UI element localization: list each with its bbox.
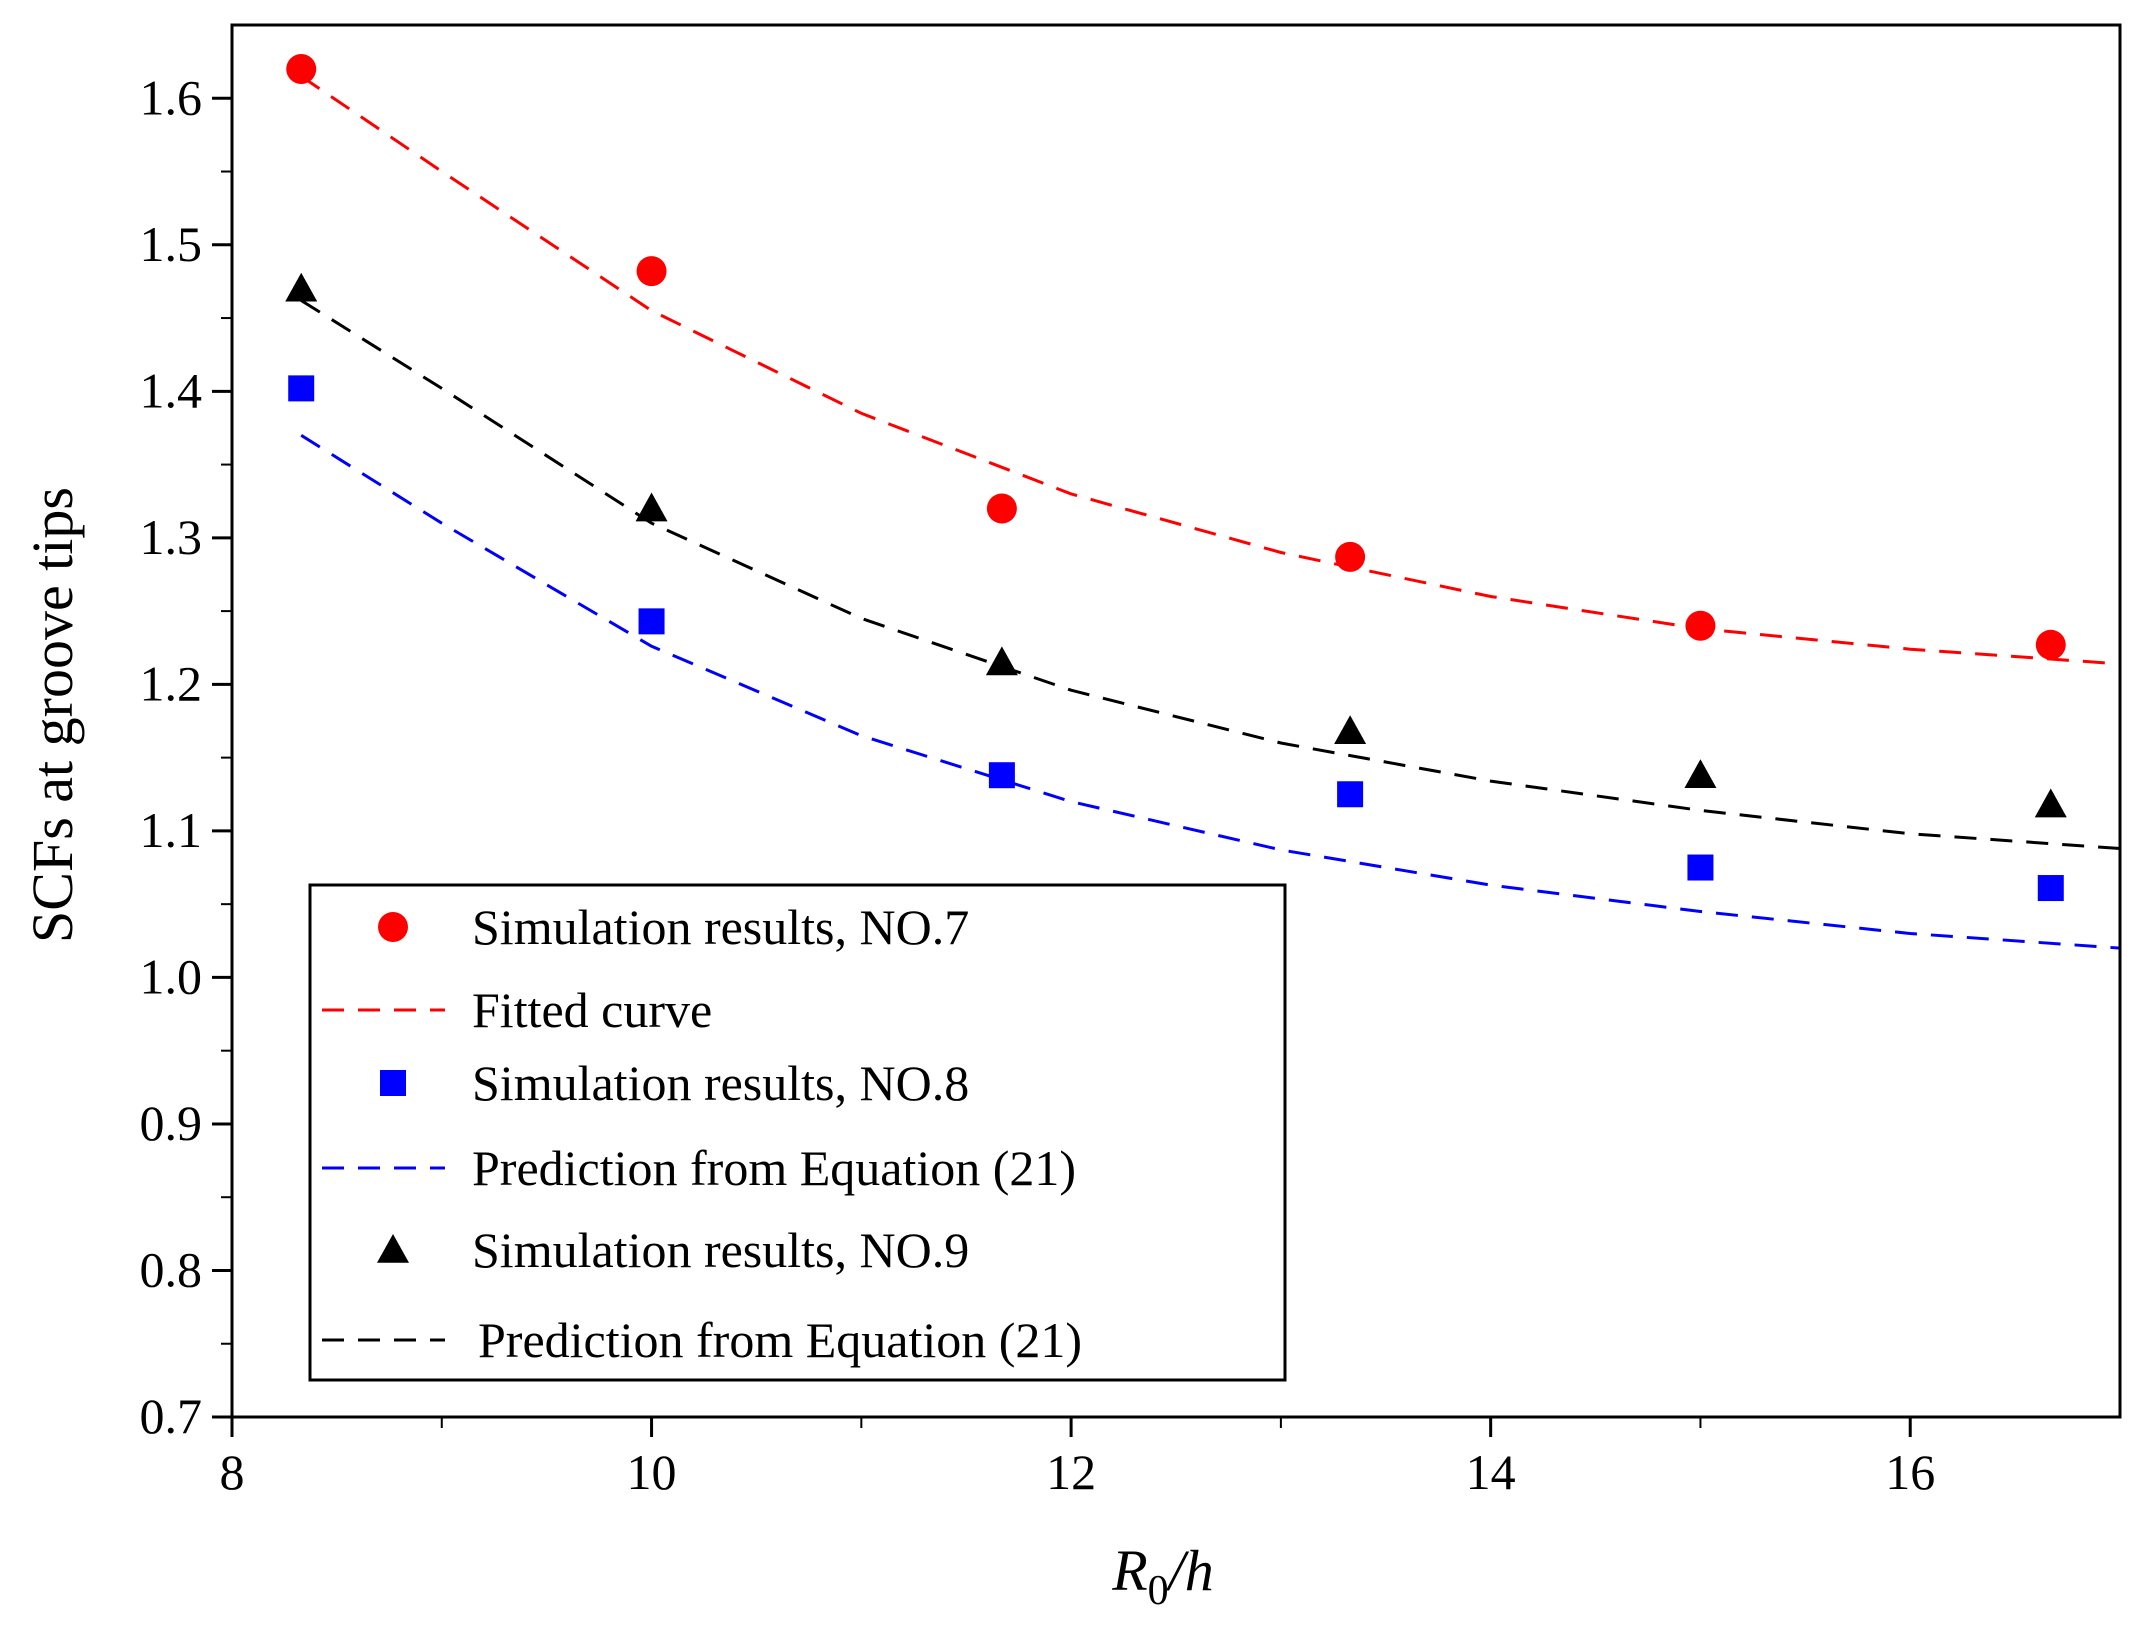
data-point — [1687, 854, 1714, 881]
series-line — [300, 75, 2121, 666]
y-tick-label: 0.9 — [140, 1095, 203, 1151]
legend-item: Simulation results, NO.8 — [380, 1055, 969, 1111]
legend-item: Simulation results, NO.7 — [378, 899, 969, 955]
x-tick-label: 10 — [627, 1444, 677, 1500]
y-axis-title: SCFs at groove tips — [20, 487, 85, 943]
legend-item: Simulation results, NO.9 — [377, 1222, 969, 1278]
data-point — [1334, 715, 1367, 745]
data-point — [638, 608, 665, 635]
data-point — [1337, 781, 1364, 808]
data-point — [285, 272, 318, 302]
legend-item: Prediction from Equation (21) — [322, 1140, 1076, 1196]
data-point — [2034, 788, 2067, 818]
series-3 — [300, 434, 2121, 950]
legend-item: Prediction from Equation (21) — [322, 1312, 1082, 1368]
x-tick-label: 12 — [1046, 1444, 1096, 1500]
data-point — [288, 375, 315, 402]
data-point — [1684, 759, 1717, 789]
y-tick-label: 1.3 — [140, 509, 203, 565]
x-tick-label: 8 — [220, 1444, 245, 1500]
legend-marker-swatch — [380, 1070, 406, 1096]
legend-marker-swatch — [377, 1234, 409, 1263]
axes-layer: 8 10 12 14 16 0.7 0.8 0.9 1.0 1.1 1.2 1.3 1.4 1.5 1.6 — [140, 23, 2122, 1500]
plot-layer — [285, 53, 2121, 950]
data-point — [636, 256, 667, 287]
y-tick-label: 1.2 — [140, 655, 203, 711]
series-line — [300, 299, 2121, 850]
legend-label: Prediction from Equation (21) — [478, 1312, 1082, 1368]
legend-item: Fitted curve — [322, 982, 712, 1038]
series-line — [300, 434, 2121, 950]
x-tick-label: 14 — [1466, 1444, 1516, 1500]
data-point — [635, 492, 668, 522]
legend-label: Simulation results, NO.7 — [472, 899, 969, 955]
y-tick-label: 1.1 — [140, 802, 203, 858]
data-point — [2037, 875, 2064, 902]
series-4 — [285, 272, 2067, 818]
series-1 — [300, 75, 2121, 666]
series-2 — [288, 375, 2064, 902]
y-tick-label: 1.6 — [140, 69, 203, 125]
legend-label: Prediction from Equation (21) — [472, 1140, 1076, 1196]
data-point — [986, 493, 1017, 524]
data-point — [2035, 629, 2066, 660]
legend-label: Simulation results, NO.9 — [472, 1222, 969, 1278]
legend-label: Simulation results, NO.8 — [472, 1055, 969, 1111]
data-point — [1685, 610, 1716, 641]
data-point — [988, 762, 1015, 789]
series-0 — [286, 53, 2066, 660]
plot-frame — [230, 23, 2122, 1419]
legend-box — [308, 883, 1287, 1382]
x-tick-label: 16 — [1885, 1444, 1935, 1500]
x-axis-title-main: R — [1111, 1538, 1147, 1603]
y-tick-label: 0.8 — [140, 1241, 203, 1297]
legend: Simulation results, NO.7 Fitted curve Simu… — [308, 883, 1287, 1382]
y-tick-label: 1.4 — [140, 362, 203, 418]
data-point — [286, 53, 317, 84]
y-tick-label: 1.5 — [140, 216, 203, 272]
y-tick-label: 1.0 — [140, 948, 203, 1004]
y-tick-label: 0.7 — [140, 1388, 203, 1444]
legend-label: Fitted curve — [472, 982, 712, 1038]
x-axis-title-rest: /h — [1166, 1538, 1214, 1603]
series-5 — [300, 299, 2121, 850]
legend-marker-swatch — [378, 912, 408, 942]
x-axis-title-sub: 0 — [1148, 1568, 1169, 1614]
x-axis-title: R0/h — [1111, 1538, 1214, 1614]
